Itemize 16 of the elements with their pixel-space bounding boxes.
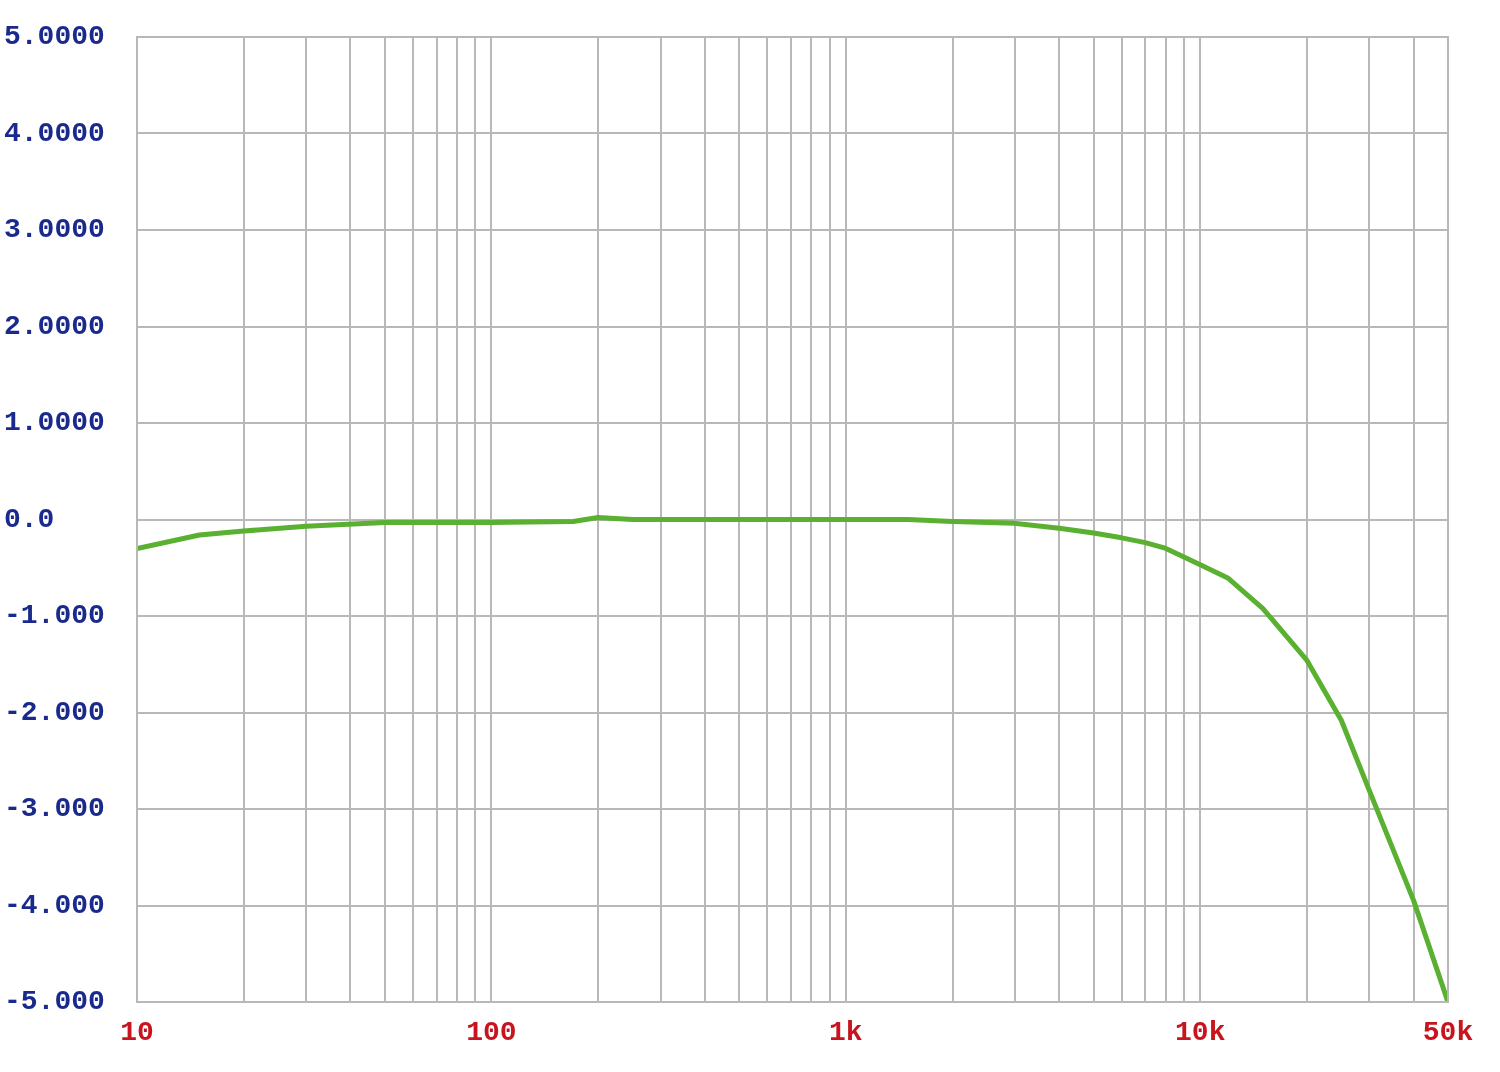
x-tick-label: 10 [120,1016,154,1048]
y-tick-label: 0.0 [4,503,55,535]
y-tick-label: -4.000 [4,889,105,921]
y-tick-label: -3.000 [4,793,105,825]
y-tick-label: 4.0000 [4,117,105,149]
y-tick-label: -5.000 [4,986,105,1018]
x-tick-label: 100 [466,1016,517,1048]
y-tick-label: 3.0000 [4,214,105,246]
x-tick-label: 50k [1422,1016,1474,1048]
y-tick-label: -1.000 [4,600,105,632]
y-tick-label: 1.0000 [4,407,105,439]
y-tick-label: -2.000 [4,696,105,728]
x-tick-label: 1k [829,1016,863,1048]
x-tick-label: 10k [1175,1016,1226,1048]
y-tick-label: 5.0000 [4,21,105,53]
y-tick-label: 2.0000 [4,310,105,342]
